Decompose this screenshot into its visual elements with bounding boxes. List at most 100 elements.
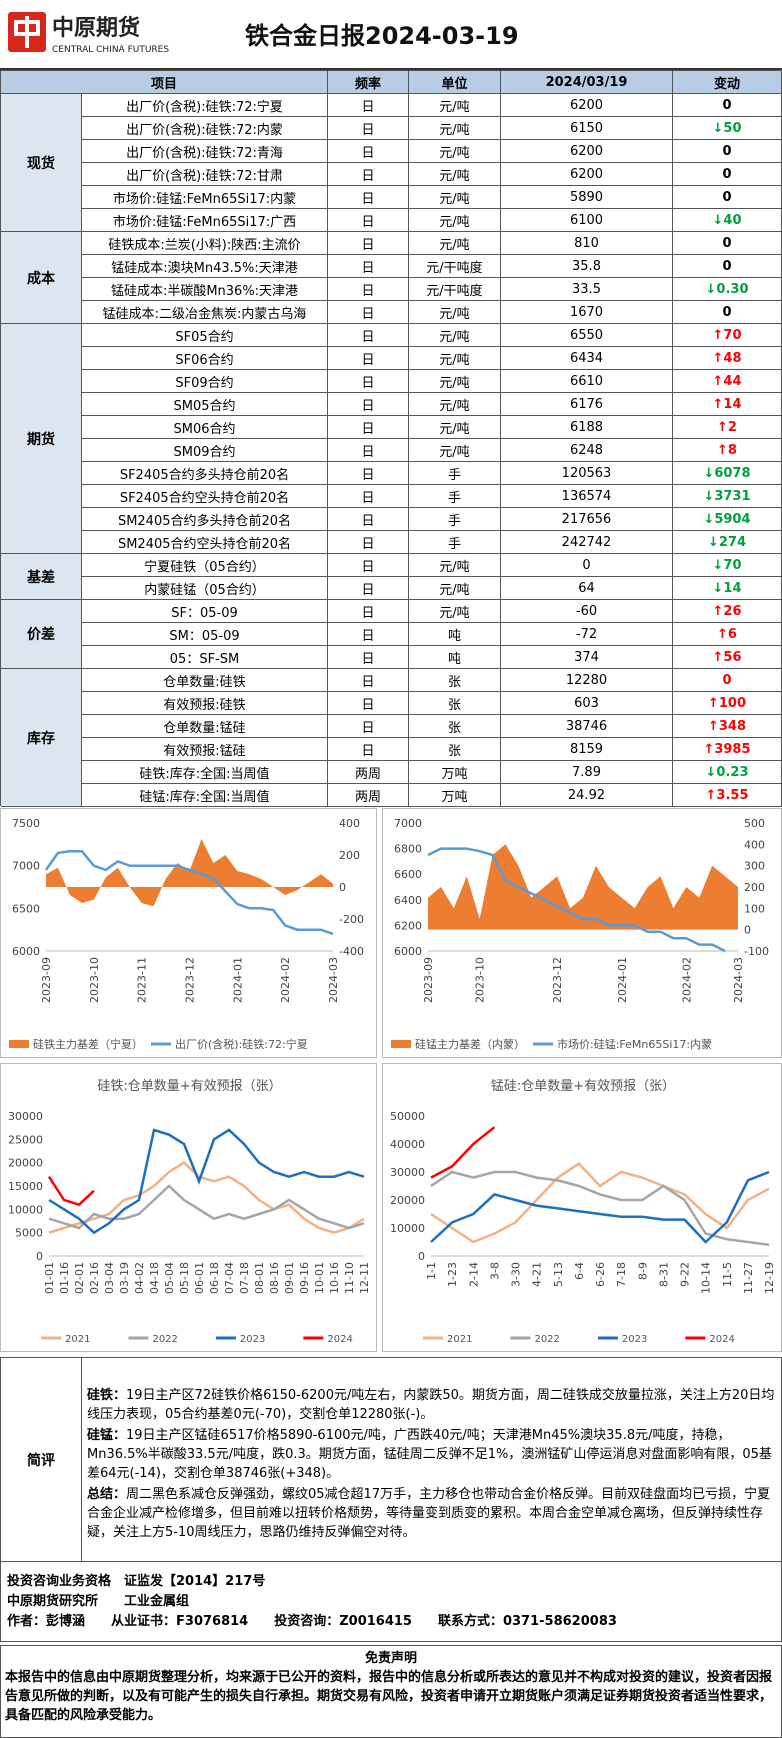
- institute: 中原期货研究所 工业金属组: [7, 1594, 190, 1609]
- y-tick-label: 50000: [390, 1110, 425, 1123]
- item-cell: 内蒙硅锰（05合约）: [82, 577, 328, 600]
- item-cell: 锰硅成本:半碳酸Mn36%:天津港: [82, 278, 328, 301]
- freq-cell: 两周: [328, 784, 409, 807]
- contact: 联系方式：0371-58620083: [437, 1614, 617, 1629]
- x-tick-label: 09-01: [283, 1262, 296, 1294]
- freq-cell: 日: [328, 140, 409, 163]
- change-cell: ↓50: [673, 117, 782, 140]
- area-series: [46, 839, 333, 907]
- section-cell: 价差: [1, 600, 82, 669]
- unit-cell: 元/吨: [409, 94, 501, 117]
- chart-title: 硅铁:仓单数量+有效预报（张）: [97, 1079, 281, 1094]
- freq-cell: 日: [328, 278, 409, 301]
- unit-cell: 元/吨: [409, 577, 501, 600]
- legend-label: 2024: [327, 1334, 352, 1345]
- value-cell: 810: [501, 232, 673, 255]
- unit-cell: 元/吨: [409, 186, 501, 209]
- y-tick-label: 30000: [8, 1110, 43, 1123]
- disclaimer: 免责声明 本报告中的信息由中原期货整理分析，均来源于已公开的资料，报告中的信息分…: [0, 1645, 782, 1738]
- unit-cell: 元/吨: [409, 324, 501, 347]
- x-tick-label: 2024-02: [680, 957, 693, 1003]
- y2-tick-label: 200: [339, 849, 360, 862]
- comment-text: 硅铁：19日主产区72硅铁价格6150-6200元/吨左右，内蒙跌50。期货方面…: [87, 1386, 777, 1544]
- x-tick-label: 03-19: [118, 1262, 131, 1294]
- change-cell: ↓14: [673, 577, 782, 600]
- freq-cell: 日: [328, 163, 409, 186]
- unit-cell: 元/吨: [409, 554, 501, 577]
- change-cell: 0: [673, 301, 782, 324]
- value-cell: 6200: [501, 94, 673, 117]
- unit-cell: 元/吨: [409, 163, 501, 186]
- x-tick-label: 08-16: [268, 1262, 281, 1294]
- x-tick-label: 04-02: [133, 1262, 146, 1294]
- unit-cell: 元/吨: [409, 232, 501, 255]
- header-cell: 单位: [409, 71, 501, 94]
- x-tick-label: 2024-01: [616, 957, 629, 1003]
- item-cell: 出厂价(含税):硅铁:72:青海: [82, 140, 328, 163]
- header-cell: 频率: [328, 71, 409, 94]
- item-cell: SF06合约: [82, 347, 328, 370]
- unit-cell: 张: [409, 692, 501, 715]
- x-tick-label: 03-04: [103, 1262, 116, 1294]
- y-tick-label: 7500: [12, 817, 40, 830]
- item-cell: 仓单数量:硅铁: [82, 669, 328, 692]
- x-tick-label: 2024-01: [231, 957, 244, 1003]
- comment-paragraph: 总结：周二黑色系减仓反弹强劲，螺纹05减仓超17万手，主力移仓也带动合金价格反弹…: [87, 1485, 777, 1542]
- change-cell: ↓0.23: [673, 761, 782, 784]
- chart: 6000 6500 7000 7500 -400 -200 0 200 400 2023-09 20…: [0, 808, 377, 1058]
- y2-tick-label: 400: [339, 817, 360, 830]
- change-cell: ↑3.55: [673, 784, 782, 807]
- line-series: [48, 1128, 365, 1235]
- y-tick-label: 7000: [394, 817, 422, 830]
- freq-cell: 日: [328, 692, 409, 715]
- freq-cell: 日: [328, 669, 409, 692]
- unit-cell: 元/干吨度: [409, 278, 501, 301]
- x-tick-label: 2023-10: [88, 957, 101, 1003]
- item-cell: 市场价:硅锰:FeMn65Si17:广西: [82, 209, 328, 232]
- item-cell: SM：05-09: [82, 623, 328, 646]
- value-cell: 6188: [501, 416, 673, 439]
- line-series: [430, 1161, 770, 1244]
- unit-cell: 张: [409, 738, 501, 761]
- x-tick-label: 2023-09: [40, 957, 53, 1003]
- logo-glyph: [14, 16, 40, 48]
- legend-label: 2021: [447, 1334, 472, 1345]
- unit-cell: 吨: [409, 623, 501, 646]
- chart: 锰硅:仓单数量+有效预报（张） 0 10000 20000 30000 40000 5000…: [382, 1063, 782, 1352]
- value-cell: 6200: [501, 140, 673, 163]
- freq-cell: 日: [328, 94, 409, 117]
- change-cell: ↑100: [673, 692, 782, 715]
- x-tick-label: 02-16: [88, 1262, 101, 1294]
- value-cell: 6200: [501, 163, 673, 186]
- x-tick-label: 1-1: [425, 1262, 438, 1280]
- legend-label: 出厂价(含税):硅铁:72:宁夏: [175, 1037, 308, 1051]
- x-tick-label: 11-27: [742, 1262, 755, 1294]
- freq-cell: 日: [328, 186, 409, 209]
- x-tick-label: 9-22: [679, 1262, 692, 1287]
- x-tick-label: 05-04: [163, 1262, 176, 1294]
- change-cell: 0: [673, 232, 782, 255]
- line-series: [427, 847, 726, 953]
- freq-cell: 日: [328, 554, 409, 577]
- value-cell: 7.89: [501, 761, 673, 784]
- freq-cell: 日: [328, 347, 409, 370]
- value-cell: 374: [501, 646, 673, 669]
- item-cell: SF2405合约空头持仓前20名: [82, 485, 328, 508]
- paragraph-lead: 总结：: [87, 1487, 127, 1502]
- value-cell: -60: [501, 600, 673, 623]
- change-cell: ↑8: [673, 439, 782, 462]
- freq-cell: 日: [328, 232, 409, 255]
- x-tick-label: 7-18: [615, 1262, 628, 1287]
- value-cell: 136574: [501, 485, 673, 508]
- item-cell: SM05合约: [82, 393, 328, 416]
- y2-tick-label: -200: [339, 913, 364, 926]
- disclaimer-title: 免责声明: [364, 1651, 417, 1666]
- y-tick-label: 6800: [394, 843, 422, 856]
- item-cell: 市场价:硅锰:FeMn65Si17:内蒙: [82, 186, 328, 209]
- x-tick-label: 10-01: [313, 1262, 326, 1294]
- y-tick-label: 7000: [12, 860, 40, 873]
- item-cell: 有效预报:锰硅: [82, 738, 328, 761]
- change-cell: ↑3985: [673, 738, 782, 761]
- item-cell: SM09合约: [82, 439, 328, 462]
- unit-cell: 手: [409, 508, 501, 531]
